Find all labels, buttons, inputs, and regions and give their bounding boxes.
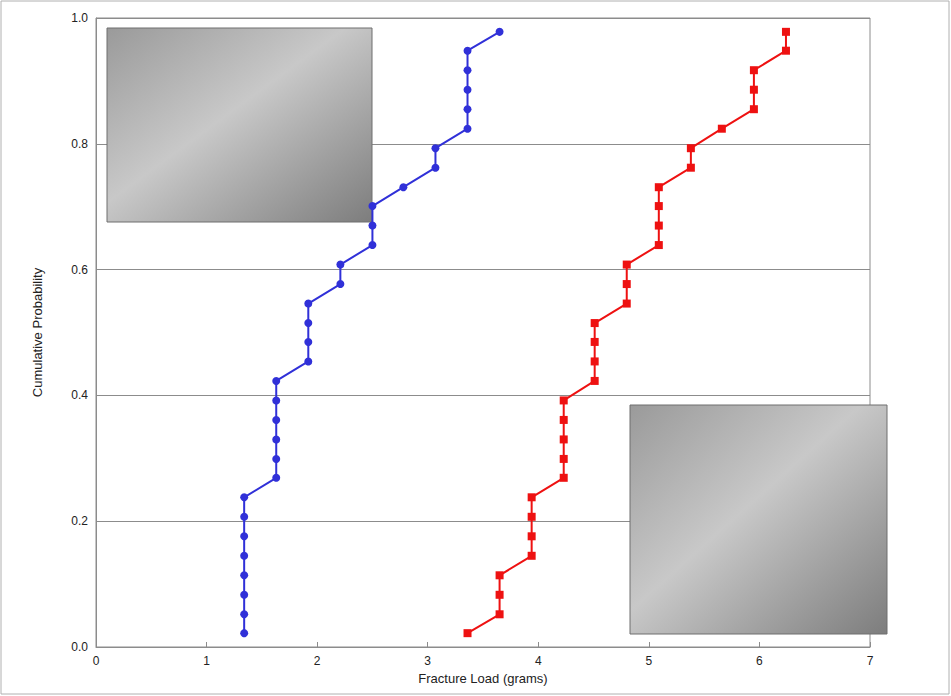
svg-text:Cumulative Probability: Cumulative Probability (30, 267, 45, 397)
svg-text:0.6: 0.6 (71, 263, 88, 277)
svg-text:Fracture Load (grams): Fracture Load (grams) (418, 671, 547, 686)
svg-text:1.0: 1.0 (71, 11, 88, 25)
svg-text:2: 2 (314, 654, 321, 668)
svg-text:0.2: 0.2 (71, 514, 88, 528)
svg-text:0.8: 0.8 (71, 137, 88, 151)
svg-text:5: 5 (646, 654, 653, 668)
svg-text:1: 1 (203, 654, 210, 668)
svg-text:0.0: 0.0 (71, 640, 88, 654)
svg-text:0: 0 (93, 654, 100, 668)
svg-text:3: 3 (424, 654, 431, 668)
svg-text:7: 7 (867, 654, 874, 668)
svg-text:0.4: 0.4 (71, 388, 88, 402)
svg-text:4: 4 (535, 654, 542, 668)
svg-text:6: 6 (756, 654, 763, 668)
